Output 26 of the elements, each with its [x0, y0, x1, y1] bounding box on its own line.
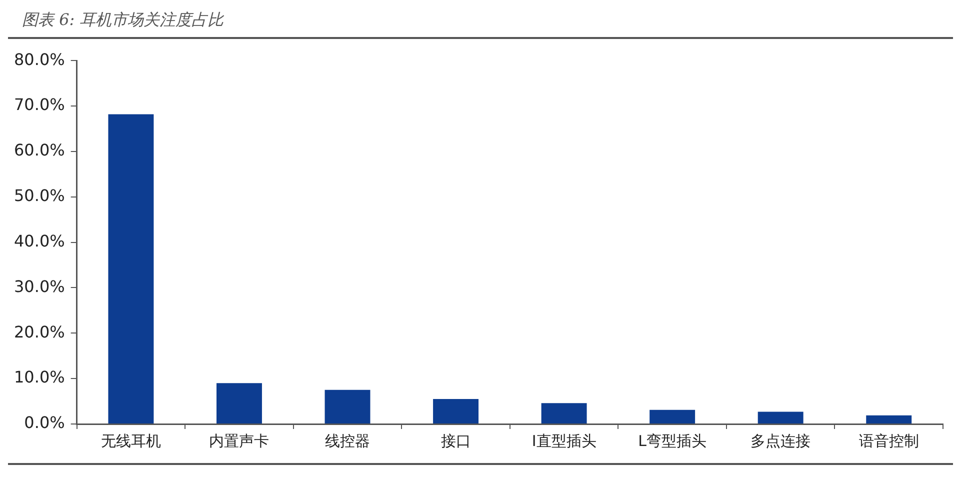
x-tick-label: 线控器	[325, 432, 370, 450]
y-tick-label: 0.0%	[24, 413, 65, 432]
bar	[324, 390, 370, 424]
x-tick-label: 多点连接	[750, 432, 811, 450]
y-tick-label: 60.0%	[14, 140, 65, 160]
y-tick-label: 20.0%	[14, 322, 65, 342]
bar	[650, 410, 696, 424]
bar	[433, 399, 479, 424]
chart-title: 图表 6: 耳机市场关注度占比	[21, 9, 225, 31]
y-tick-label: 80.0%	[14, 50, 65, 69]
x-tick-label: 内置声卡	[209, 432, 270, 450]
bar	[216, 383, 262, 424]
x-tick-label: 接口	[440, 432, 471, 450]
x-tick-label: 无线耳机	[100, 432, 161, 450]
x-tick-label: L弯型插头	[638, 432, 706, 450]
x-tick-label: I直型插头	[532, 432, 596, 450]
y-tick-label: 30.0%	[14, 276, 65, 296]
x-tick-label: 语音控制	[858, 432, 919, 450]
y-tick-label: 40.0%	[14, 231, 65, 250]
bar	[541, 403, 587, 424]
y-tick-label: 10.0%	[14, 368, 65, 387]
y-tick-label: 50.0%	[14, 186, 65, 206]
y-tick-label: 70.0%	[14, 95, 65, 114]
bar	[108, 114, 154, 424]
bar	[758, 412, 804, 424]
bar	[866, 415, 912, 424]
